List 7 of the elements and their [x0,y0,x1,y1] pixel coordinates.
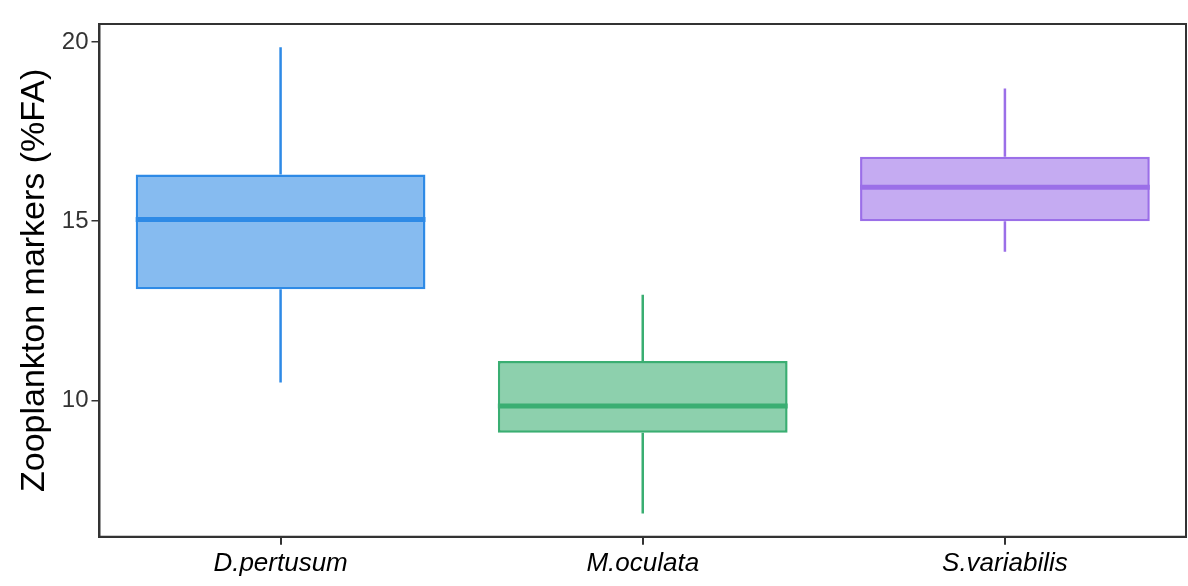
x-tick-label: S.variabilis [942,546,1068,577]
y-tick-label: 15 [61,205,89,233]
y-tick-label: 20 [61,26,89,54]
x-tick-label: D.pertusum [213,546,348,577]
y-axis-title: Zooplankton markers (%FA) [12,68,51,493]
y-tick-label: 10 [61,385,89,413]
x-tick-label: M.oculata [586,546,700,577]
